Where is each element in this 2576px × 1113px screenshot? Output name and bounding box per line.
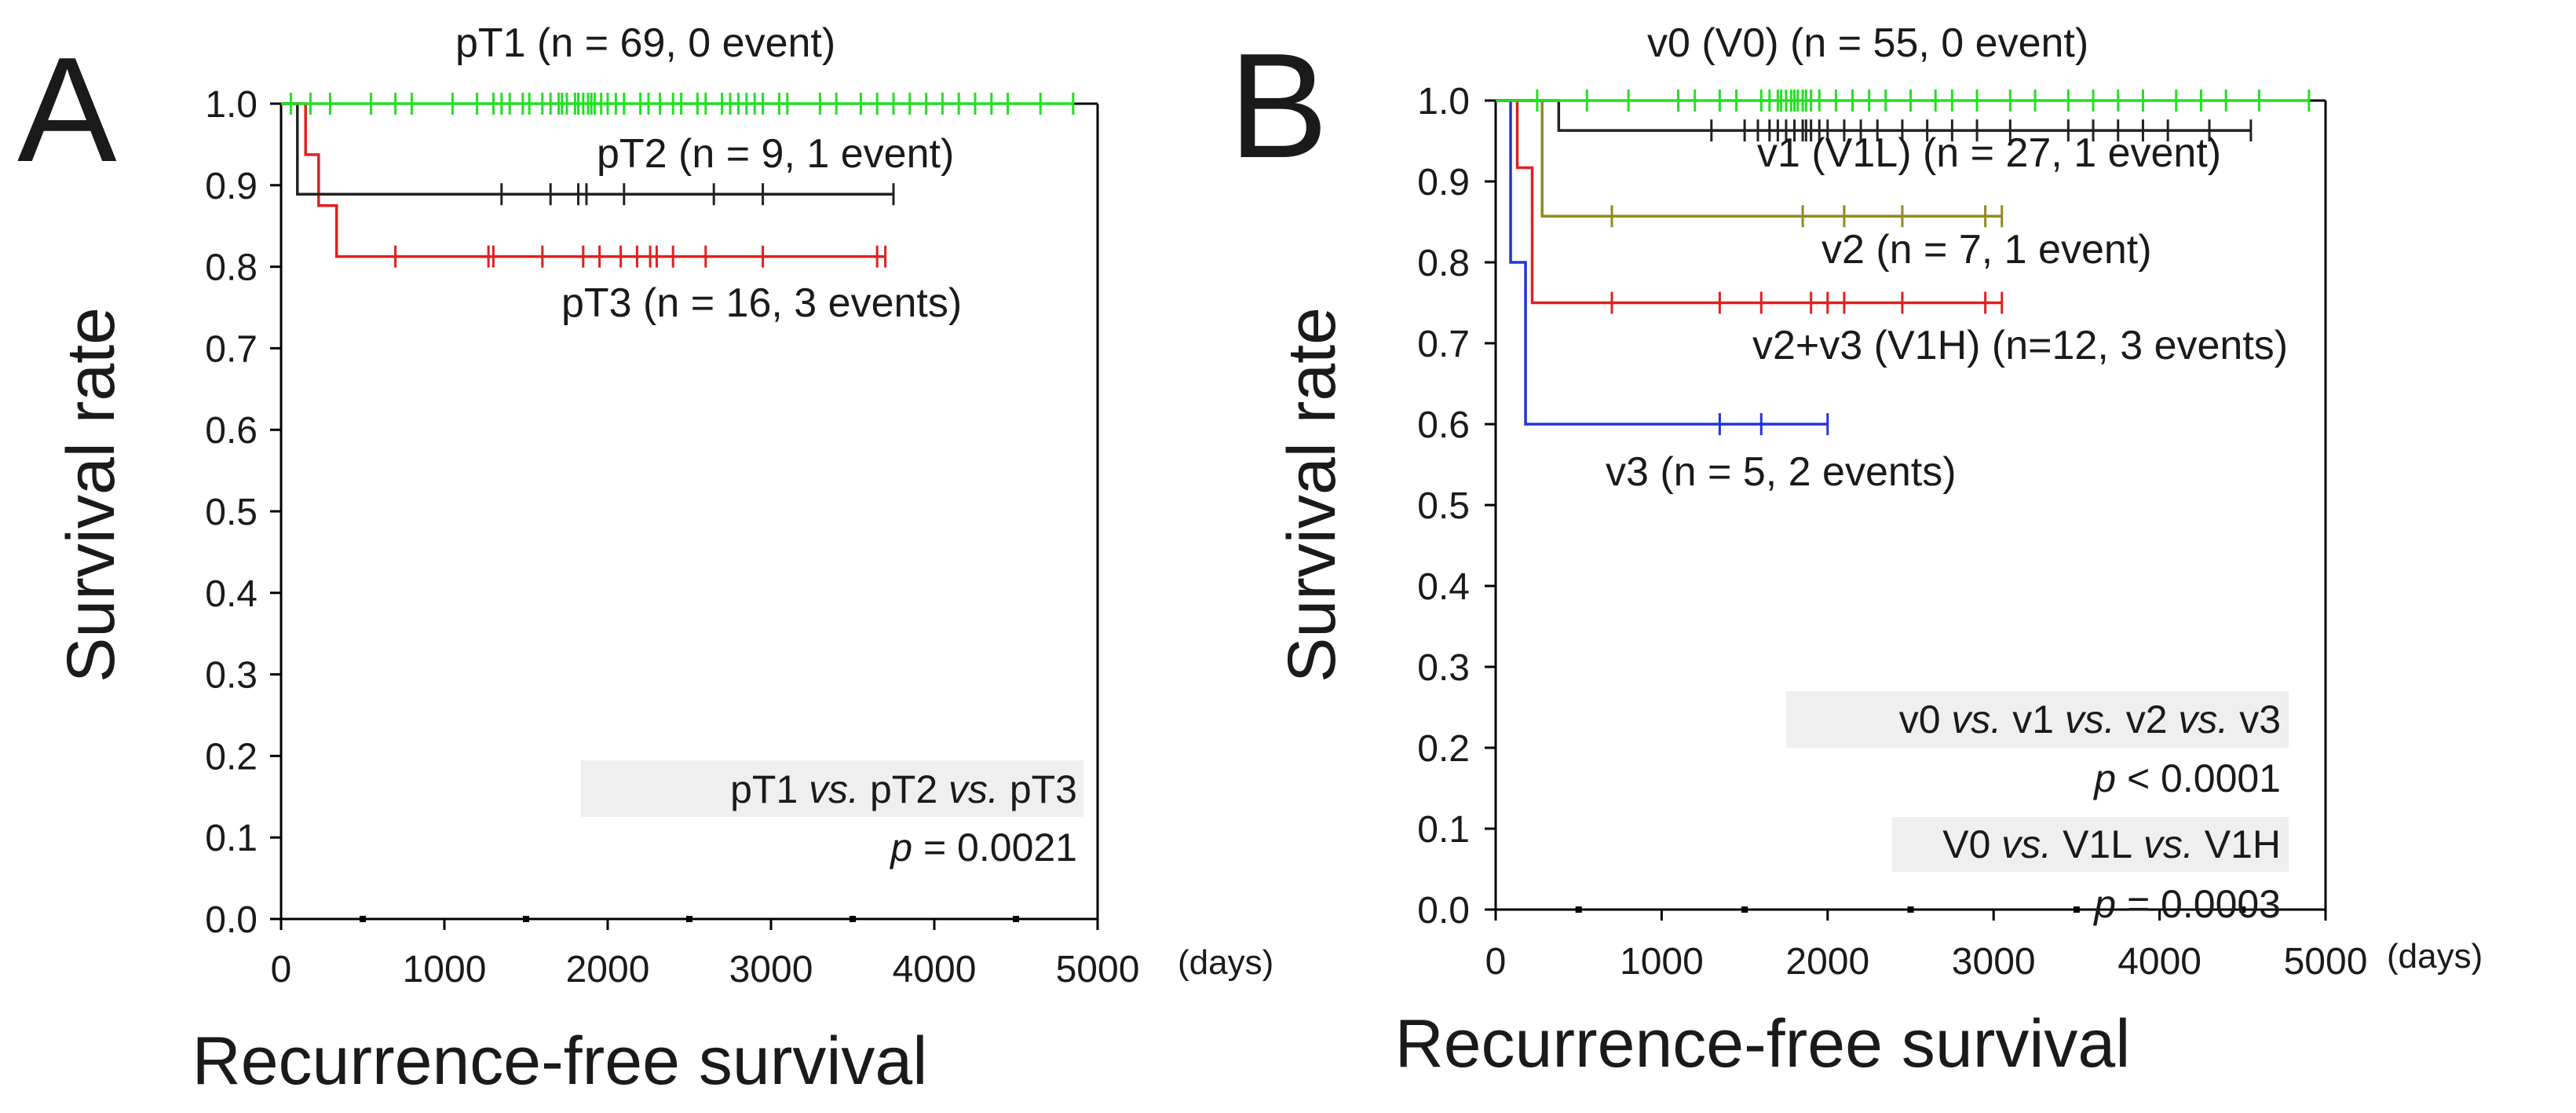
- y-tick-label-b: 0.7: [1417, 324, 1470, 365]
- y-tick-label-a: 1.0: [205, 84, 258, 126]
- label-v3: v3 (n = 5, 2 events): [1606, 449, 1957, 495]
- y-tick-label-a: 0.9: [205, 166, 258, 207]
- label-v1: v1 (V1L) (n = 27, 1 event): [1757, 130, 2221, 176]
- y-axis-title-a: Survival rate: [53, 307, 129, 683]
- y-tick-label-b: 0.6: [1417, 405, 1470, 446]
- x-minor-tick-a: [523, 916, 529, 922]
- x-axis-title-a: Recurrence-free survival: [192, 1023, 928, 1099]
- panel-letter-b: B: [1229, 23, 1328, 189]
- x-tick-label-b: 2000: [1785, 941, 1869, 983]
- y-tick-label-a: 0.5: [205, 492, 258, 533]
- stats-p-value-b2: p = 0.0003: [2092, 882, 2281, 926]
- x-minor-tick-a: [360, 916, 366, 922]
- y-tick-label-b: 0.1: [1417, 809, 1470, 851]
- x-axis-unit-a: (days): [1178, 943, 1273, 982]
- x-axis-unit-b: (days): [2387, 937, 2483, 976]
- y-tick-label-a: 0.6: [205, 410, 258, 452]
- y-axis-b: 0.0 0.1 0.2 0.3 0.4 0.5 0.6 0.7 0.8 0.9 1.0: [1417, 81, 1497, 932]
- x-tick-label-a: 3000: [729, 949, 813, 990]
- y-tick-label-b: 0.4: [1417, 566, 1470, 608]
- x-minor-tick-a: [850, 916, 856, 922]
- y-tick-label-b: 0.5: [1417, 485, 1470, 527]
- series-group-a: [281, 93, 1075, 268]
- panel-a: A 0.0 0.1 0.2 0.3 0.4 0.5 0.6 0.7 0.8 0.9 1.0 0 100…: [17, 20, 1273, 1099]
- x-tick-label-b: 3000: [1952, 941, 2036, 983]
- stats-comparison-b2: V0 vs. V1L vs. V1H: [1942, 822, 2281, 866]
- label-v0: v0 (V0) (n = 55, 0 event): [1647, 20, 2088, 66]
- x-minor-tick-b: [1741, 906, 1748, 913]
- stats-box-a: [581, 760, 1083, 817]
- y-tick-label-a: 0.1: [205, 818, 258, 859]
- y-tick-label-b: 1.0: [1417, 81, 1470, 123]
- y-tick-label-a: 0.0: [205, 899, 258, 941]
- x-tick-label-b: 1000: [1620, 941, 1704, 983]
- y-tick-label-a: 0.3: [205, 655, 258, 697]
- x-minor-tick-b: [2239, 906, 2246, 913]
- stats-box-b1: [1786, 691, 2289, 748]
- y-tick-label-a: 0.7: [205, 328, 258, 370]
- stats-comparison-b1: v0 vs. v1 vs. v2 vs. v3: [1899, 697, 2281, 741]
- label-pt3: pT3 (n = 16, 3 events): [561, 280, 962, 326]
- y-tick-label-a: 0.4: [205, 573, 258, 615]
- panel-letter-a: A: [17, 27, 117, 193]
- x-tick-label-a: 2000: [566, 949, 650, 990]
- label-v2v3: v2+v3 (V1H) (n=12, 3 events): [1752, 323, 2288, 368]
- x-tick-label-b: 5000: [2284, 941, 2368, 983]
- y-tick-label-b: 0.2: [1417, 728, 1470, 770]
- panel-b: B 0.0 0.1 0.2 0.3 0.4 0.5 0.6 0.7 0.8 0.9 1.0 0 100…: [1229, 20, 2483, 1082]
- x-tick-label-a: 0: [271, 949, 292, 990]
- x-minor-tick-b: [1575, 906, 1582, 913]
- y-tick-label-b: 0.8: [1417, 243, 1470, 284]
- x-minor-tick-a: [1013, 916, 1019, 922]
- x-minor-tick-b: [1907, 906, 1914, 913]
- x-tick-label-a: 4000: [893, 949, 977, 990]
- y-tick-label-b: 0.3: [1417, 647, 1470, 689]
- y-tick-label-a: 0.8: [205, 247, 258, 289]
- x-tick-label-b: 0: [1485, 941, 1507, 983]
- stats-p-value-a: p = 0.0021: [889, 826, 1077, 870]
- x-minor-tick-a: [686, 916, 692, 922]
- y-tick-label-b: 0.0: [1417, 890, 1470, 932]
- y-axis-title-b: Survival rate: [1274, 307, 1350, 683]
- series-group-b: [1496, 90, 2311, 435]
- y-tick-label-a: 0.2: [205, 736, 258, 778]
- x-axis-b: 0 1000 2000 3000 4000 5000: [1485, 99, 2368, 983]
- x-axis-title-b: Recurrence-free survival: [1395, 1006, 2131, 1082]
- label-v2: v2 (n = 7, 1 event): [1821, 227, 2152, 273]
- y-tick-label-b: 0.9: [1417, 162, 1470, 203]
- x-tick-label-a: 1000: [403, 949, 487, 990]
- x-minor-tick-b: [2073, 906, 2080, 913]
- label-pt1: pT1 (n = 69, 0 event): [455, 20, 835, 66]
- series-line-v1: [1496, 99, 2251, 132]
- x-tick-label-a: 5000: [1056, 949, 1140, 990]
- stats-comparison-a: pT1 vs. pT2 vs. pT3: [730, 767, 1077, 811]
- label-pt2: pT2 (n = 9, 1 event): [597, 131, 954, 177]
- y-axis-a: 0.0 0.1 0.2 0.3 0.4 0.5 0.6 0.7 0.8 0.9 1.0: [205, 84, 283, 941]
- x-tick-label-b: 4000: [2117, 941, 2201, 983]
- stats-p-value-b1: p < 0.0001: [2092, 756, 2281, 800]
- series-line-pT3: [281, 102, 886, 258]
- stats-box-b2: [1892, 817, 2289, 872]
